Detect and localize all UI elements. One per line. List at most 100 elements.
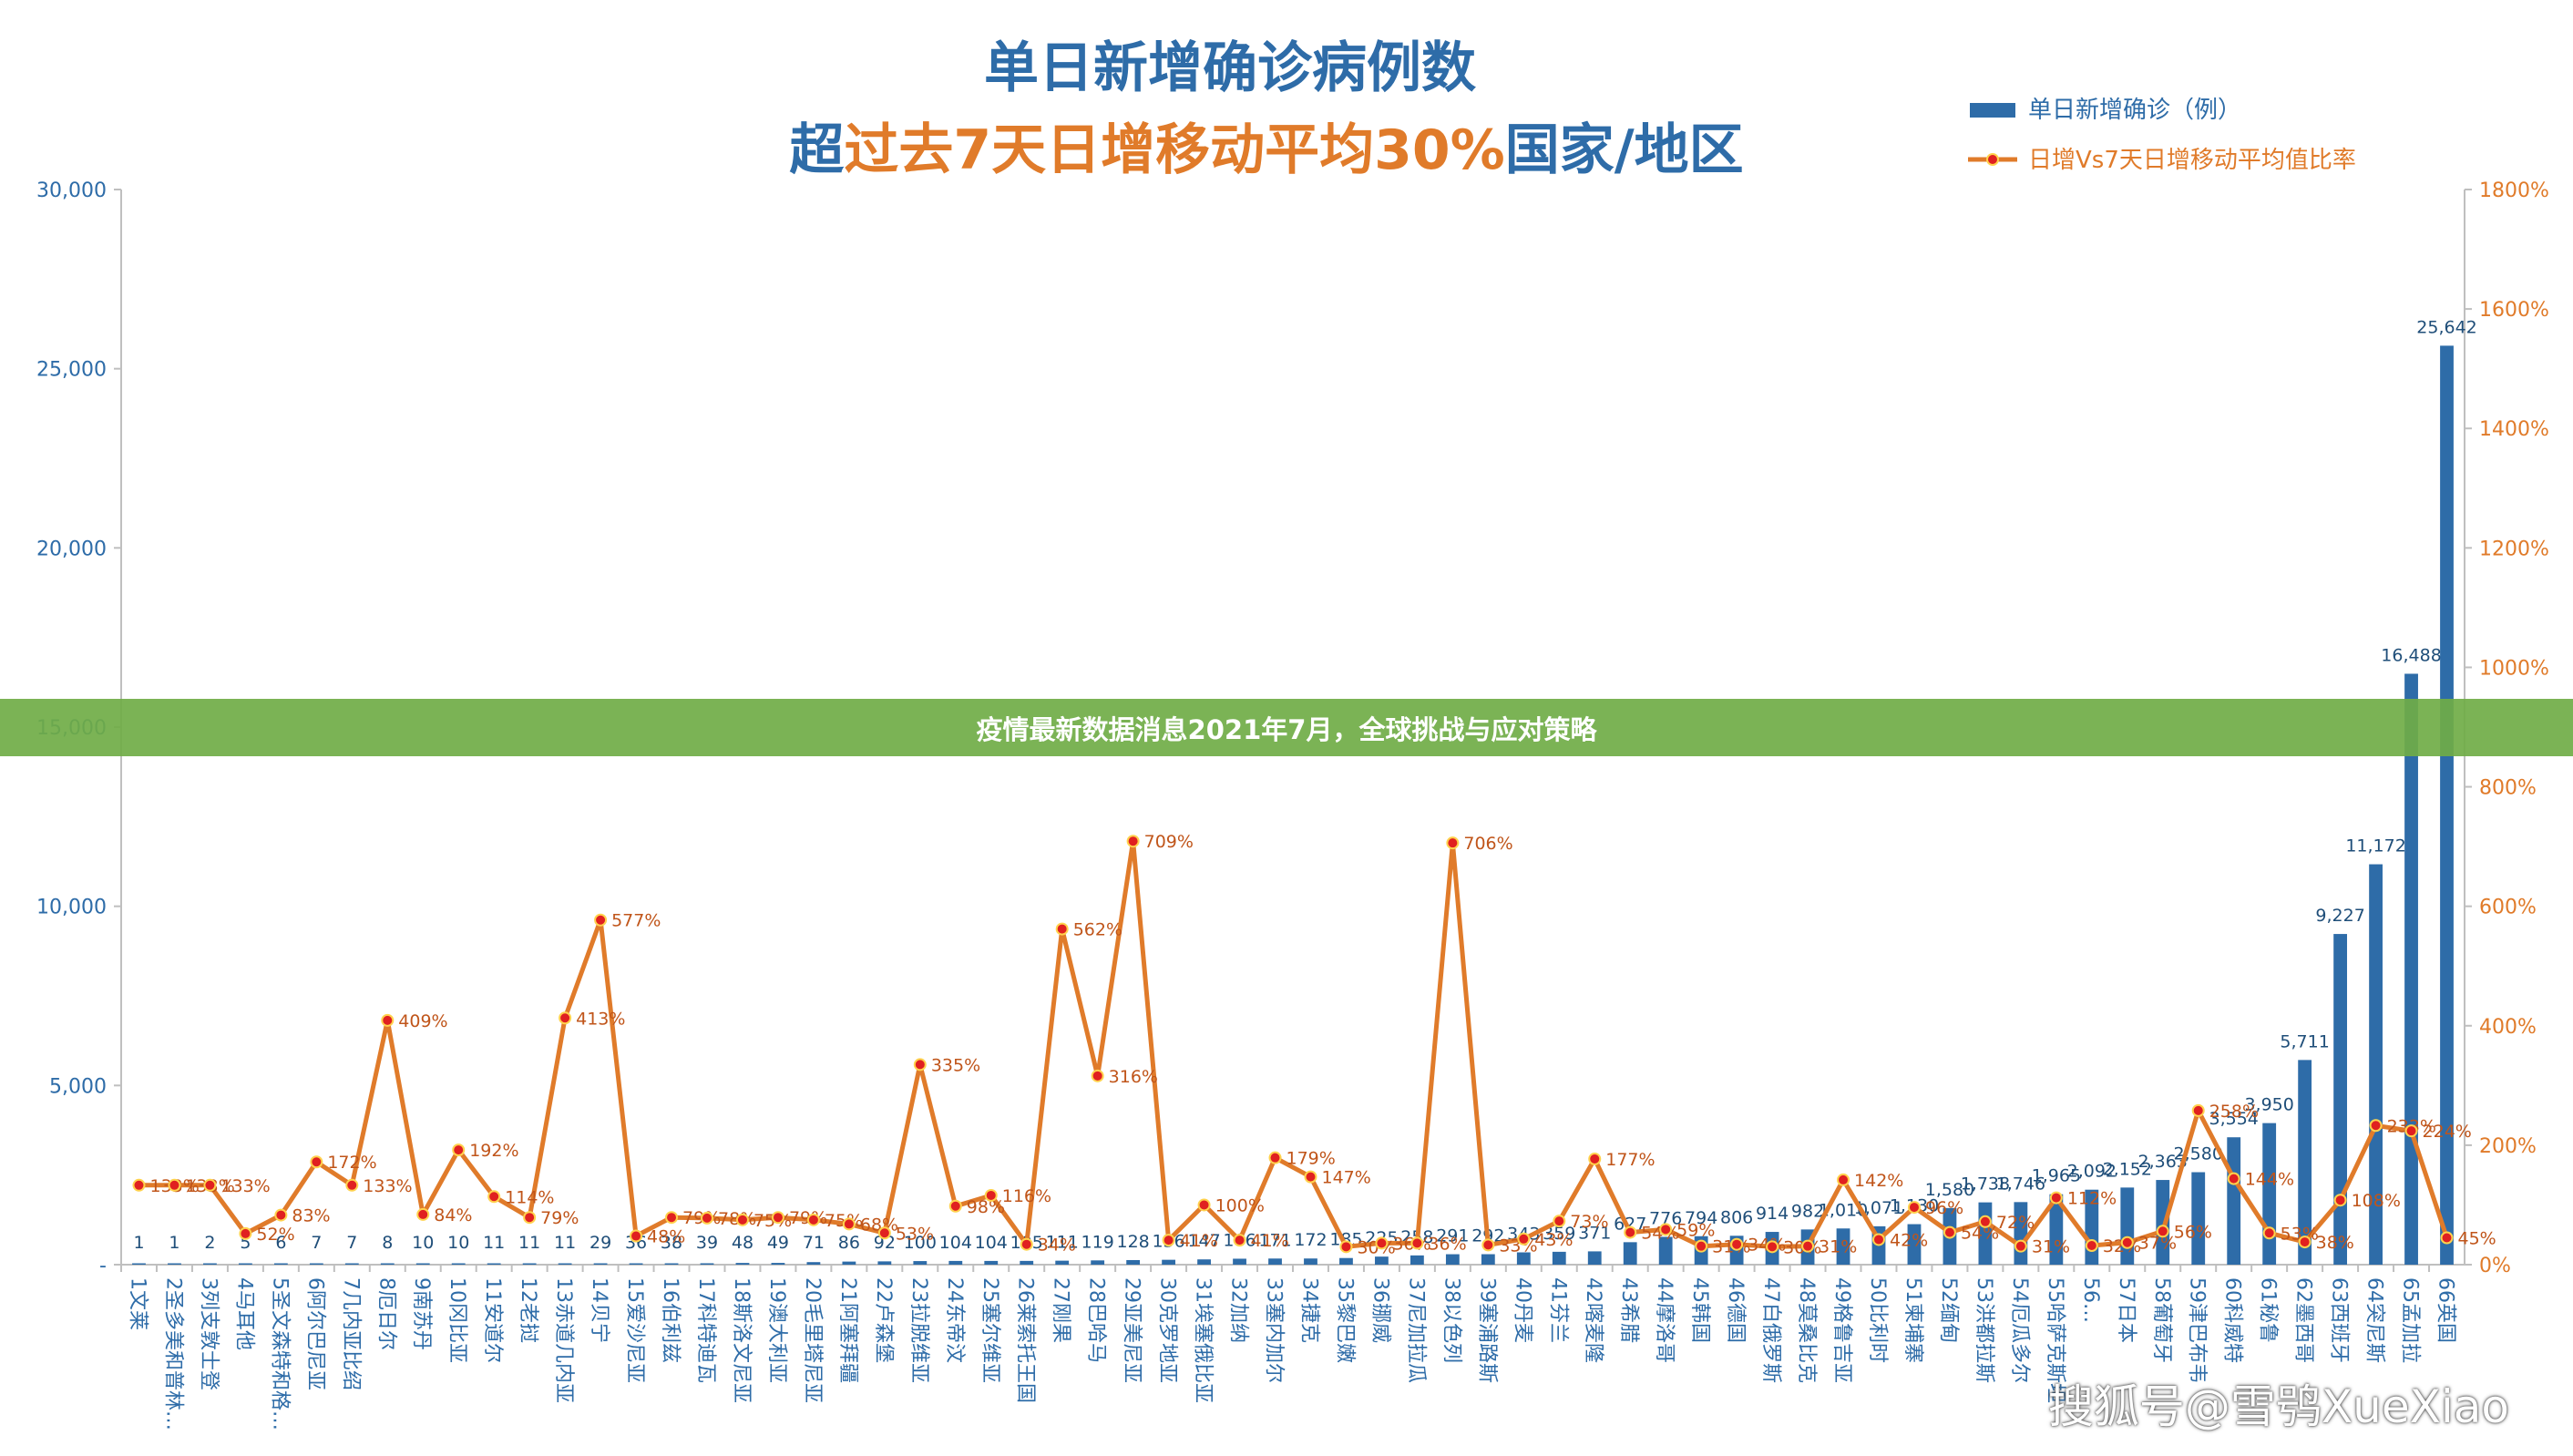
bar-value-label: 11 [483, 1233, 505, 1253]
bar [1126, 1259, 1141, 1265]
y-right-tick-label: 1200% [2479, 538, 2549, 560]
x-category-label: 7几内亚比绍 [339, 1277, 362, 1390]
bar-value-label: 914 [1756, 1204, 1789, 1224]
chart-title-group: 单日新增确诊病例数 超过去7天日增移动平均30%国家/地区 [789, 36, 1743, 182]
bar [2333, 934, 2348, 1265]
x-category-label: 49格鲁吉亚 [1830, 1277, 1853, 1383]
bar [735, 1263, 750, 1265]
bar-value-label: 104 [975, 1233, 1008, 1253]
bar [806, 1262, 821, 1265]
x-category-label: 38以色列 [1440, 1277, 1462, 1363]
ratio-point [2404, 1124, 2418, 1138]
x-category-label: 47白俄罗斯 [1759, 1277, 1782, 1383]
headline-banner: 疫情最新数据消息2021年7月，全球挑战与应对策略 [0, 699, 2573, 756]
x-category-label: 44摩洛哥 [1653, 1277, 1676, 1363]
ratio-label: 709% [1144, 832, 1194, 852]
y-right-tick-label: 1800% [2479, 179, 2549, 202]
ratio-point [487, 1190, 501, 1204]
bar [593, 1263, 608, 1265]
ratio-point [771, 1211, 784, 1225]
ratio-label: 84% [434, 1205, 472, 1225]
ratio-point [345, 1178, 359, 1192]
bar-value-label: 172 [1294, 1230, 1327, 1250]
bar [2227, 1137, 2241, 1265]
ratio-point [984, 1188, 998, 1202]
ratio-point [2262, 1226, 2276, 1240]
bar-value-label: 359 [1543, 1224, 1575, 1244]
ratio-point [1695, 1239, 1708, 1253]
ratio-label: 112% [2067, 1189, 2117, 1209]
x-category-label: 15爱沙尼亚 [623, 1277, 646, 1383]
x-category-label: 19澳大利亚 [765, 1277, 788, 1383]
ratio-label: 73% [1570, 1212, 1608, 1232]
x-category-label: 66英国 [2435, 1277, 2457, 1343]
ratio-point [1268, 1151, 1282, 1164]
x-category-label: 55哈萨克斯坦 [2044, 1277, 2066, 1403]
ratio-label: 142% [1854, 1171, 1903, 1191]
ratio-label: 258% [2209, 1102, 2259, 1122]
bar [168, 1263, 181, 1265]
x-category-label: 22卢森堡 [872, 1277, 895, 1363]
bar [664, 1263, 679, 1265]
bar [913, 1261, 928, 1265]
chart-legend: 单日新增确诊（例） 日增Vs7天日增移动平均值比率 [1968, 97, 2356, 174]
ratio-point [1020, 1237, 1033, 1251]
ratio-label: 562% [1073, 920, 1122, 940]
bar-value-label: 171 [1258, 1230, 1291, 1250]
ratio-point [2191, 1103, 2205, 1117]
bar-value-label: 10 [447, 1233, 469, 1253]
x-category-label: 14贝宁 [588, 1277, 610, 1343]
bar [1836, 1228, 1850, 1265]
y-left-tick-label: 20,000 [36, 538, 107, 560]
x-category-label: 5圣文森特和格… [268, 1277, 291, 1430]
ratio-label: 706% [1463, 834, 1512, 854]
bar-value-label: 119 [1081, 1232, 1114, 1252]
ratio-point [1339, 1240, 1353, 1254]
ratio-label: 98% [967, 1197, 1005, 1217]
x-category-label: 32加纳 [1227, 1277, 1250, 1343]
bar-value-label: 1,071 [1854, 1198, 1903, 1218]
x-category-label: 60科威特 [2221, 1277, 2244, 1363]
bar-value-label: 16,488 [2381, 645, 2441, 665]
bar [1410, 1255, 1424, 1265]
legend-bar-label: 单日新增确诊（例） [2028, 97, 2241, 124]
x-category-label: 4马耳他 [232, 1277, 255, 1350]
bar-value-label: 92 [874, 1233, 896, 1253]
ratio-label: 43% [1534, 1230, 1573, 1250]
x-category-label: 31埃塞俄比亚 [1192, 1277, 1215, 1403]
x-category-label: 57日本 [2115, 1277, 2137, 1343]
x-category-label: 24东帝汶 [943, 1277, 966, 1363]
ratio-label: 577% [611, 911, 661, 931]
bar-value-label: 1 [133, 1233, 144, 1253]
ratio-point [1410, 1236, 1424, 1250]
ratio-label: 133% [220, 1176, 270, 1196]
bar [344, 1263, 359, 1265]
subtitle-segment-2: 过去7天日增移动平均30% [844, 118, 1504, 182]
ratio-point [1943, 1225, 1956, 1239]
bar [1481, 1254, 1495, 1265]
ratio-label: 108% [2352, 1191, 2401, 1211]
bar [1587, 1251, 1602, 1265]
ratio-point [1588, 1152, 1602, 1165]
ratio-label: 41% [1251, 1231, 1289, 1251]
bar [1304, 1258, 1317, 1265]
bar-value-label: 9,227 [2315, 906, 2364, 926]
x-category-label: 16伯利兹 [659, 1277, 682, 1363]
bar-value-label: 2,363 [2138, 1152, 2188, 1172]
ratio-point [239, 1226, 252, 1240]
y-left-tick-label: 10,000 [36, 897, 107, 919]
ratio-point [2227, 1172, 2240, 1185]
y-right-tick-label: 1400% [2479, 418, 2549, 441]
x-category-label: 39塞浦路斯 [1475, 1277, 1498, 1383]
bar [487, 1263, 501, 1265]
x-category-label: 12老挝 [517, 1277, 539, 1343]
bar [415, 1263, 430, 1265]
chart-title: 单日新增确诊病例数 [984, 36, 1476, 100]
bar-value-label: 7 [346, 1233, 357, 1253]
x-category-label: 54厄瓜多尔 [2008, 1277, 2031, 1383]
ratio-point [1801, 1239, 1815, 1253]
x-category-label: 8厄日尔 [374, 1277, 397, 1350]
x-category-label: 29亚美尼亚 [1121, 1277, 1143, 1383]
ratio-label: 114% [505, 1187, 554, 1207]
x-category-label: 63西班牙 [2328, 1277, 2351, 1363]
